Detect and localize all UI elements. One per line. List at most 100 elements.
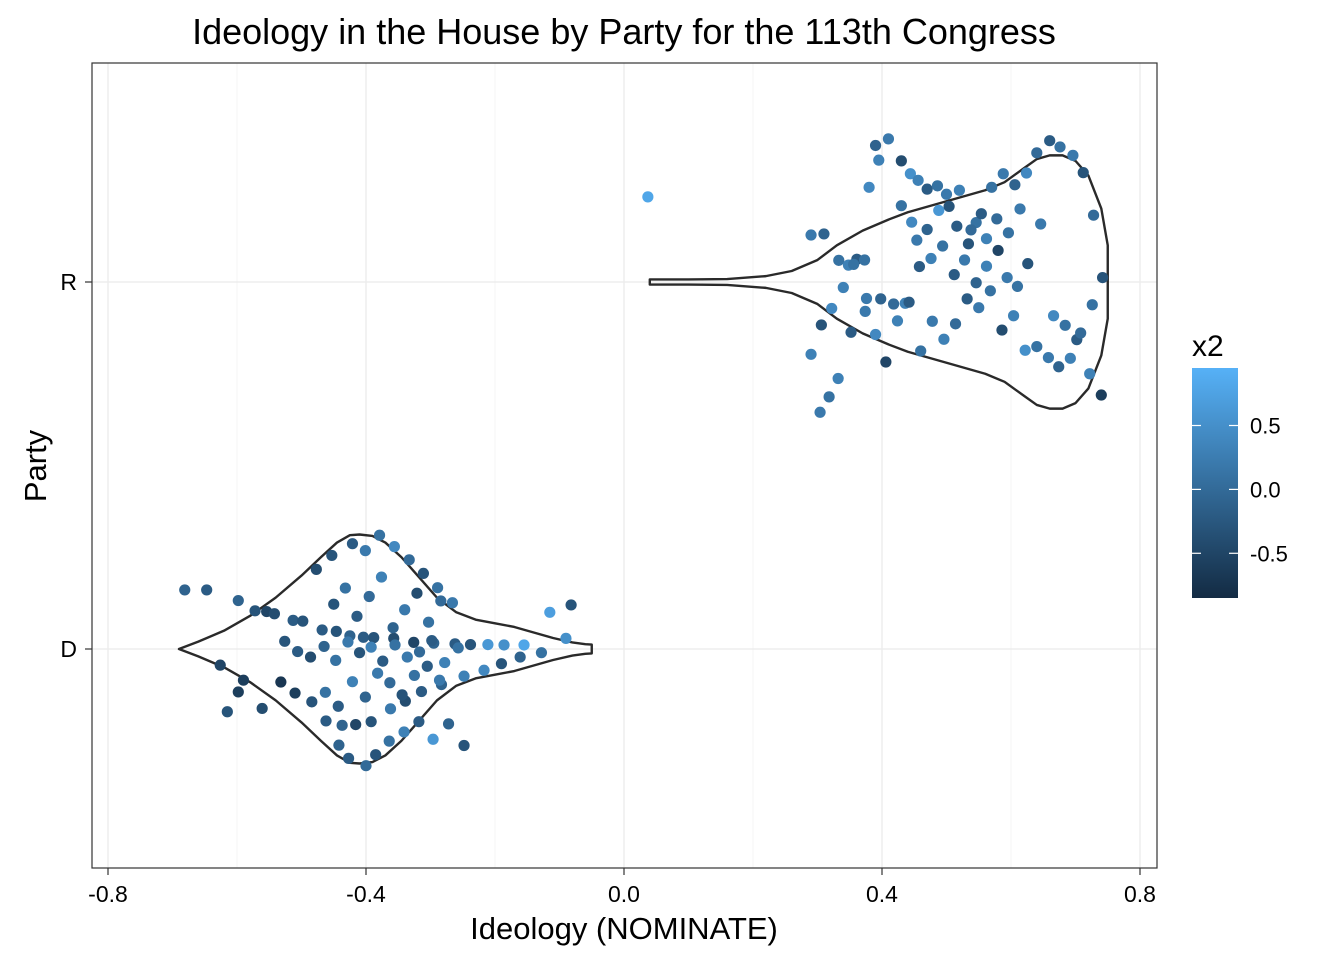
data-point <box>980 260 993 272</box>
data-point <box>833 254 845 266</box>
data-point <box>863 181 875 193</box>
data-point <box>310 563 322 575</box>
data-point <box>848 258 860 270</box>
data-point <box>275 676 287 688</box>
data-point <box>859 305 871 317</box>
data-point <box>330 654 342 666</box>
data-point <box>911 234 923 246</box>
y-axis: DR <box>60 269 92 662</box>
data-point <box>332 700 344 712</box>
data-point <box>387 622 399 634</box>
data-point <box>346 538 359 550</box>
data-point <box>943 200 955 212</box>
data-point <box>915 345 927 357</box>
data-point <box>421 660 433 672</box>
data-point <box>818 228 830 240</box>
data-point <box>837 281 849 294</box>
data-point <box>1044 135 1056 147</box>
data-point <box>845 326 857 338</box>
data-point <box>353 647 366 659</box>
data-point <box>1064 352 1076 364</box>
data-point <box>365 641 377 653</box>
data-point <box>940 188 953 200</box>
data-point <box>948 269 960 281</box>
data-point <box>415 685 428 698</box>
data-point <box>912 174 924 186</box>
data-point <box>906 216 918 228</box>
data-point <box>991 213 1003 225</box>
data-point <box>279 635 291 647</box>
data-point <box>926 315 938 327</box>
data-point <box>306 696 318 708</box>
data-point <box>427 733 439 745</box>
x-axis: -0.8 -0.4 0.0 0.4 0.8 <box>88 868 1156 907</box>
data-point <box>1059 319 1071 331</box>
data-point <box>403 554 415 566</box>
data-point <box>535 647 548 659</box>
data-point <box>431 582 444 594</box>
data-point <box>904 168 916 180</box>
data-point <box>895 155 907 167</box>
data-point <box>815 319 827 331</box>
data-point <box>417 567 430 579</box>
data-point <box>413 646 426 658</box>
data-point <box>869 328 882 341</box>
x-tick-label: 0.4 <box>866 881 898 907</box>
data-point <box>383 735 395 747</box>
data-point <box>1031 147 1043 159</box>
data-point <box>805 229 817 241</box>
data-point <box>880 356 892 368</box>
data-point <box>1009 179 1021 191</box>
data-point <box>319 686 331 698</box>
data-point <box>370 749 382 761</box>
legend-tick-label: 0.5 <box>1250 414 1281 439</box>
data-point <box>873 154 885 166</box>
data-point <box>498 639 510 651</box>
data-point <box>350 719 362 731</box>
data-point <box>458 739 470 752</box>
data-point <box>342 752 355 764</box>
data-point <box>377 655 389 667</box>
data-point <box>237 674 250 686</box>
data-point <box>814 406 826 418</box>
data-point <box>326 549 338 562</box>
legend-tick-label: 0.0 <box>1250 477 1281 502</box>
y-tick-label: D <box>60 636 77 662</box>
x-tick-label: 0.0 <box>608 881 640 907</box>
x-tick-label: -0.4 <box>346 881 386 907</box>
data-point <box>365 716 377 728</box>
legend: x2 0.5 0.0 -0.5 <box>1192 330 1288 598</box>
data-point <box>518 639 530 651</box>
data-point <box>973 302 985 314</box>
data-point <box>1007 310 1020 322</box>
data-point <box>962 238 975 250</box>
data-point <box>249 605 261 617</box>
data-point <box>921 183 933 195</box>
data-point <box>433 674 446 686</box>
data-point <box>1053 361 1065 373</box>
x-tick-label: 0.8 <box>1124 881 1156 907</box>
legend-colorbar <box>1192 368 1238 598</box>
data-point <box>232 594 244 607</box>
data-point <box>986 181 998 193</box>
data-point <box>903 296 915 308</box>
x-axis-title: Ideology (NOMINATE) <box>470 911 778 946</box>
data-point <box>805 348 817 360</box>
data-point <box>996 324 1008 336</box>
data-point <box>1031 340 1043 353</box>
chart-title: Ideology in the House by Party for the 1… <box>192 11 1056 52</box>
data-point <box>384 703 397 715</box>
x-tick-label: -0.8 <box>88 881 128 907</box>
data-point <box>351 610 363 622</box>
data-point <box>297 615 309 627</box>
data-point <box>642 191 654 203</box>
data-point <box>953 184 966 196</box>
data-point <box>1075 327 1087 339</box>
data-point <box>1077 167 1089 179</box>
data-point <box>439 656 451 669</box>
data-point <box>997 168 1009 180</box>
data-point <box>891 315 904 327</box>
data-point <box>925 252 937 265</box>
legend-title: x2 <box>1192 330 1224 363</box>
data-point <box>413 716 425 728</box>
